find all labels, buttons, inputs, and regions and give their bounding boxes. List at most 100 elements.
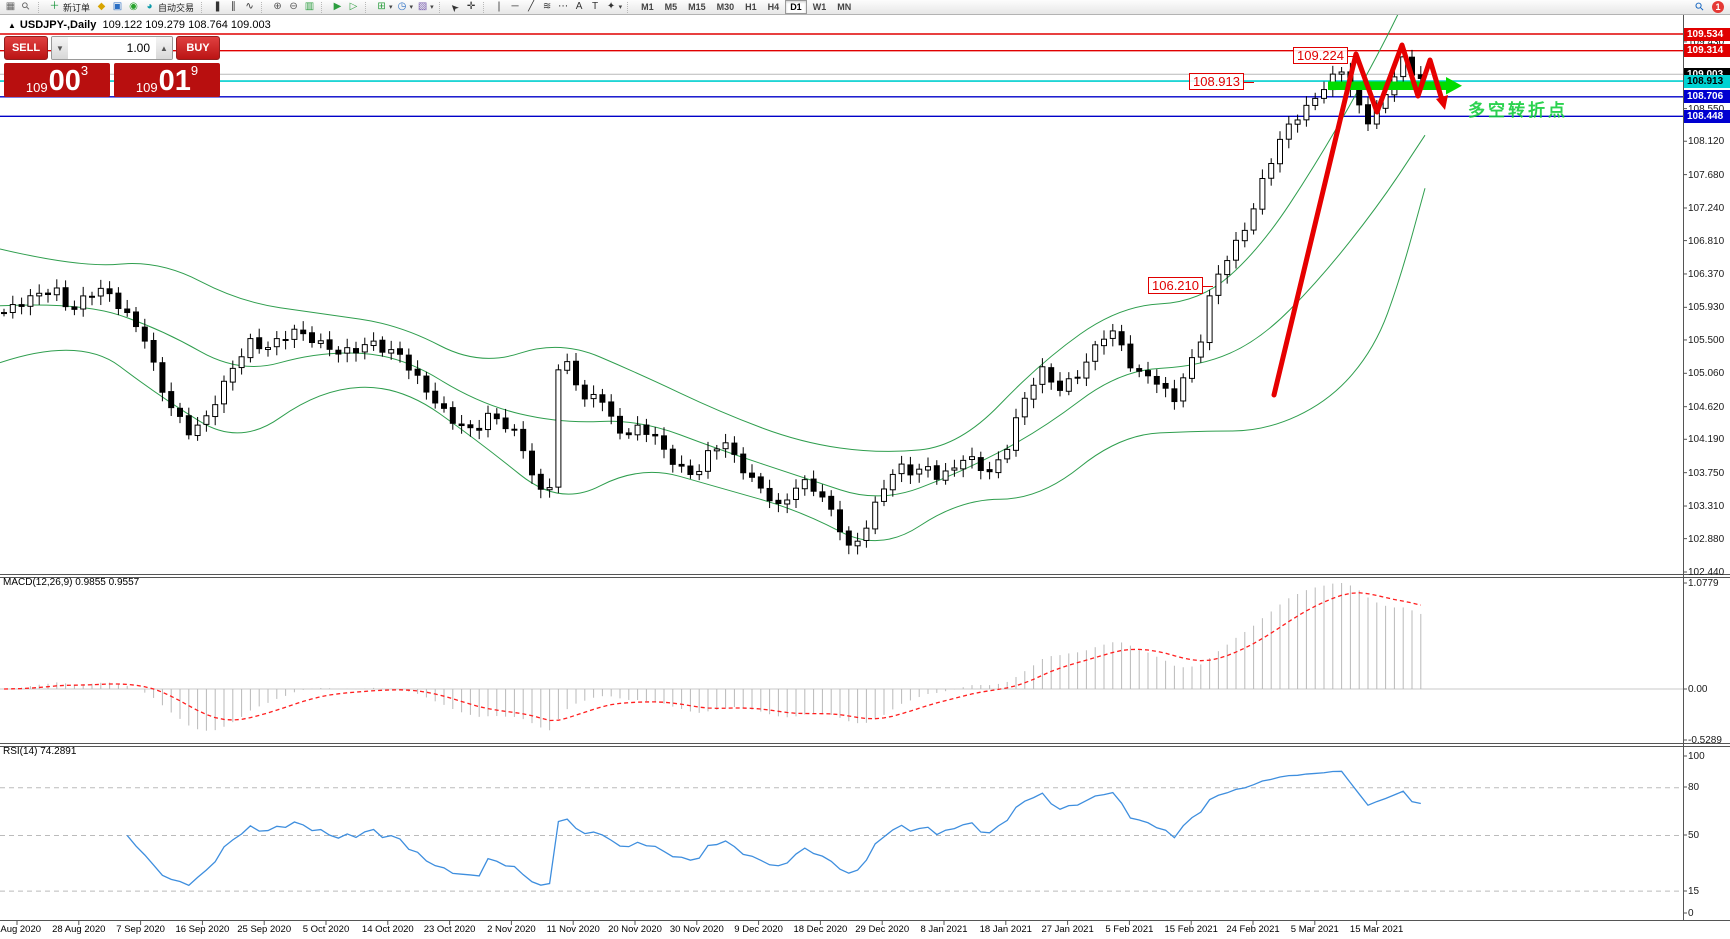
cursor-icon[interactable]: ➤: [447, 0, 462, 15]
auto-scroll-icon[interactable]: ▶: [333, 1, 342, 12]
timeframe-w1[interactable]: W1: [812, 2, 827, 12]
zoom-out-icon[interactable]: ⊖: [289, 1, 298, 12]
price-axis-tick: 102.880: [1688, 533, 1725, 545]
arrows-icon-caret[interactable]: ▾: [618, 4, 623, 11]
time-axis-label: 9 Dec 2020: [734, 924, 783, 935]
price-axis-tick: 109.430: [1688, 36, 1725, 48]
macd-axis-tick: 0.00: [1688, 684, 1708, 695]
tile-windows-icon[interactable]: ▥: [304, 1, 315, 12]
volume-input[interactable]: 1.00: [68, 37, 156, 59]
toolbar-separator: [261, 1, 266, 13]
signals-icon[interactable]: ◉: [129, 1, 138, 12]
rsi-axis-tick: 50: [1688, 830, 1700, 841]
time-axis-label: 14 Oct 2020: [361, 924, 414, 935]
timeframe-mn[interactable]: MN: [837, 2, 852, 12]
candlesticks: [1, 49, 1424, 555]
price-axis-tag: 108.448: [1684, 109, 1730, 123]
buy-button[interactable]: BUY: [176, 36, 220, 60]
timeframe-m15[interactable]: M15: [688, 2, 706, 12]
market-watch-icon[interactable]: ▣: [112, 1, 123, 12]
time-axis-label: 7 Sep 2020: [116, 924, 165, 935]
toolbar-separator: [321, 1, 326, 13]
toolbar-separator: [627, 1, 632, 13]
zoom-in-icon[interactable]: ⊕: [273, 1, 282, 12]
search-icon[interactable]: ⚲: [1693, 0, 1708, 15]
rsi-axis-tick: 15: [1688, 886, 1700, 897]
indicators-icon-caret[interactable]: ▾: [389, 4, 393, 11]
price-axis-tick: 106.370: [1688, 268, 1725, 280]
templates-icon-caret[interactable]: ▾: [430, 4, 434, 11]
indicators-icon[interactable]: ⊞: [377, 1, 386, 12]
vertical-line-icon[interactable]: ❘: [494, 1, 504, 12]
toolbar-separator: [438, 1, 444, 13]
price-axis-tick: 107.240: [1688, 202, 1725, 214]
chart-shift-icon[interactable]: ▷: [349, 1, 358, 12]
time-axis-label: 29 Dec 2020: [855, 924, 910, 935]
timeframe-m30[interactable]: M30: [716, 2, 735, 12]
time-axis-label: 27 Jan 2021: [1041, 924, 1094, 935]
chart-title: ▲ USDJPY-,Daily 109.122 109.279 108.764 1…: [8, 19, 271, 31]
buy-price-display[interactable]: 109 01 9: [114, 63, 220, 97]
macd-indicator-label: MACD(12,26,9) 0.9855 0.9557: [3, 577, 140, 588]
timeframe-h1[interactable]: H1: [745, 2, 757, 12]
price-axis-tick: 103.750: [1688, 467, 1725, 479]
sell-button[interactable]: SELL: [4, 36, 48, 60]
macd-axis-tick: -0.5289: [1688, 735, 1722, 746]
price-axis-tick: 102.440: [1688, 567, 1725, 578]
arrows-icon[interactable]: ✦: [606, 1, 616, 12]
sell-price-display[interactable]: 109 00 3: [4, 63, 110, 97]
history-center-icon[interactable]: ◆: [97, 1, 106, 12]
rsi-axis-tick: 80: [1688, 782, 1700, 793]
buy-price-pip: 9: [190, 63, 199, 78]
bollinger-lower: [0, 188, 1426, 542]
price-axis-tick: 104.190: [1688, 434, 1725, 446]
rsi-axis-tick: 0: [1688, 908, 1694, 919]
crosshair-icon[interactable]: ✛: [466, 1, 476, 12]
periods-icon[interactable]: ◷: [397, 1, 407, 12]
price-label-109224: 109.224: [1293, 47, 1358, 64]
timeframe-m5[interactable]: M5: [664, 2, 678, 12]
templates-icon[interactable]: ▧: [417, 1, 428, 12]
periods-icon-caret[interactable]: ▾: [409, 4, 414, 11]
autotrading-icon[interactable]: ◕: [146, 1, 153, 12]
trendline-icon[interactable]: ╱: [528, 1, 535, 12]
text-icon[interactable]: A: [575, 1, 583, 12]
time-axis-label: 30 Nov 2020: [669, 924, 724, 935]
time-axis-label: 28 Aug 2020: [52, 924, 106, 935]
horizontal-line-icon[interactable]: ─: [511, 1, 519, 12]
sell-price-pip: 3: [80, 63, 89, 78]
timeframe-m1[interactable]: M1: [641, 2, 654, 12]
sell-price-prefix: 109: [25, 80, 48, 95]
fibonacci-icon[interactable]: ⋯: [558, 1, 569, 12]
timeframe-d1[interactable]: D1: [785, 0, 807, 14]
volume-increase-button[interactable]: ▲: [156, 37, 172, 59]
new-chart-icon[interactable]: ▦: [5, 1, 16, 12]
line-chart-view-icon[interactable]: ∿: [245, 1, 254, 12]
time-axis-label: 5 Oct 2020: [302, 924, 350, 935]
time-axis-label: 24 Feb 2021: [1226, 924, 1280, 935]
chart-symbol-period: USDJPY-,Daily: [19, 19, 97, 31]
candlestick-view-icon[interactable]: ❚: [213, 1, 222, 12]
price-label-106210: 106.210: [1148, 277, 1213, 294]
bollinger-bands: [0, 14, 1426, 542]
rsi-line: [126, 770, 1421, 887]
trend-zigzag-arrow[interactable]: [1271, 42, 1445, 398]
price-axis-tick: 108.550: [1688, 104, 1724, 115]
timeframe-h4[interactable]: H4: [767, 2, 780, 12]
equidistant-channel-icon[interactable]: ≋: [542, 1, 552, 12]
toolbar-separator: [482, 1, 488, 13]
notification-badge[interactable]: 1: [1712, 1, 1724, 13]
price-axis-tick: 107.680: [1688, 169, 1725, 181]
new-order-icon[interactable]: ＋: [49, 1, 60, 12]
time-axis-label: 16 Sep 2020: [175, 924, 230, 935]
text-label-icon[interactable]: T: [592, 1, 599, 12]
chart-preview-icon[interactable]: ⚲: [19, 0, 33, 14]
volume-decrease-button[interactable]: ▼: [52, 37, 68, 59]
bar-chart-view-icon[interactable]: ∥: [231, 1, 237, 12]
collapse-triangle-icon[interactable]: ▲: [8, 21, 16, 30]
volume-control: ▼ 1.00 ▲: [51, 36, 173, 60]
sell-price-big: 00: [48, 65, 81, 97]
price-axis-tag: 109.534: [1684, 27, 1730, 41]
